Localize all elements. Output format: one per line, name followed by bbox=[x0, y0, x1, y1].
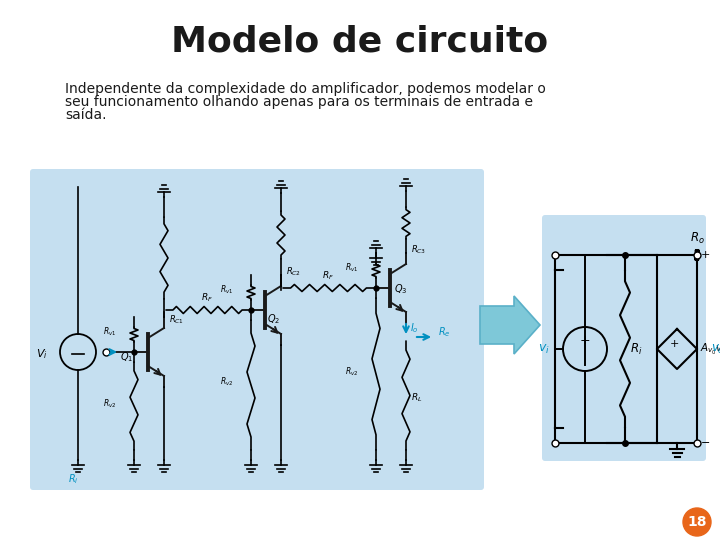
Text: Modelo de circuito: Modelo de circuito bbox=[171, 25, 549, 59]
Text: Independente da complexidade do amplificador, podemos modelar o: Independente da complexidade do amplific… bbox=[65, 82, 546, 96]
Text: saída.: saída. bbox=[65, 108, 107, 122]
Text: $R_i$: $R_i$ bbox=[68, 472, 78, 486]
FancyBboxPatch shape bbox=[30, 169, 484, 490]
Text: −: − bbox=[701, 438, 711, 448]
Text: $Q_3$: $Q_3$ bbox=[394, 282, 408, 296]
Text: 18: 18 bbox=[688, 515, 707, 529]
Text: $R_{C1}$: $R_{C1}$ bbox=[169, 313, 184, 326]
Text: $R_i$: $R_i$ bbox=[630, 341, 642, 356]
Text: $R_o$: $R_o$ bbox=[690, 231, 704, 246]
Text: $R_{v2}$: $R_{v2}$ bbox=[103, 397, 116, 409]
Text: $R_F$: $R_F$ bbox=[202, 291, 214, 303]
Text: +: + bbox=[580, 334, 590, 348]
Text: $R_{C2}$: $R_{C2}$ bbox=[286, 266, 301, 279]
Text: $V_i$: $V_i$ bbox=[36, 347, 48, 361]
Text: $A_{v_0}v_i$: $A_{v_0}v_i$ bbox=[700, 341, 720, 356]
Text: seu funcionamento olhando apenas para os terminais de entrada e: seu funcionamento olhando apenas para os… bbox=[65, 95, 533, 109]
Text: $R_F$: $R_F$ bbox=[323, 269, 335, 281]
Text: $v_i$: $v_i$ bbox=[539, 342, 550, 355]
Text: $R_e$: $R_e$ bbox=[438, 325, 451, 339]
FancyBboxPatch shape bbox=[542, 215, 706, 461]
Text: $R_{v1}$: $R_{v1}$ bbox=[103, 326, 116, 338]
Text: $R_{v1}$: $R_{v1}$ bbox=[220, 284, 233, 296]
Text: $R_{C3}$: $R_{C3}$ bbox=[411, 244, 426, 256]
Circle shape bbox=[683, 508, 711, 536]
Text: $Q_2$: $Q_2$ bbox=[267, 312, 280, 326]
Text: $R_{v1}$: $R_{v1}$ bbox=[345, 261, 358, 274]
FancyArrow shape bbox=[480, 296, 540, 354]
Text: $R_{v2}$: $R_{v2}$ bbox=[345, 365, 358, 377]
Text: $Q_1$: $Q_1$ bbox=[120, 350, 133, 364]
Text: +: + bbox=[701, 250, 711, 260]
Text: $I_o$: $I_o$ bbox=[410, 321, 419, 335]
Text: $R_L$: $R_L$ bbox=[411, 392, 423, 404]
Text: $v_o$: $v_o$ bbox=[711, 342, 720, 355]
Text: +: + bbox=[670, 339, 679, 349]
Text: $R_{v2}$: $R_{v2}$ bbox=[220, 376, 233, 388]
